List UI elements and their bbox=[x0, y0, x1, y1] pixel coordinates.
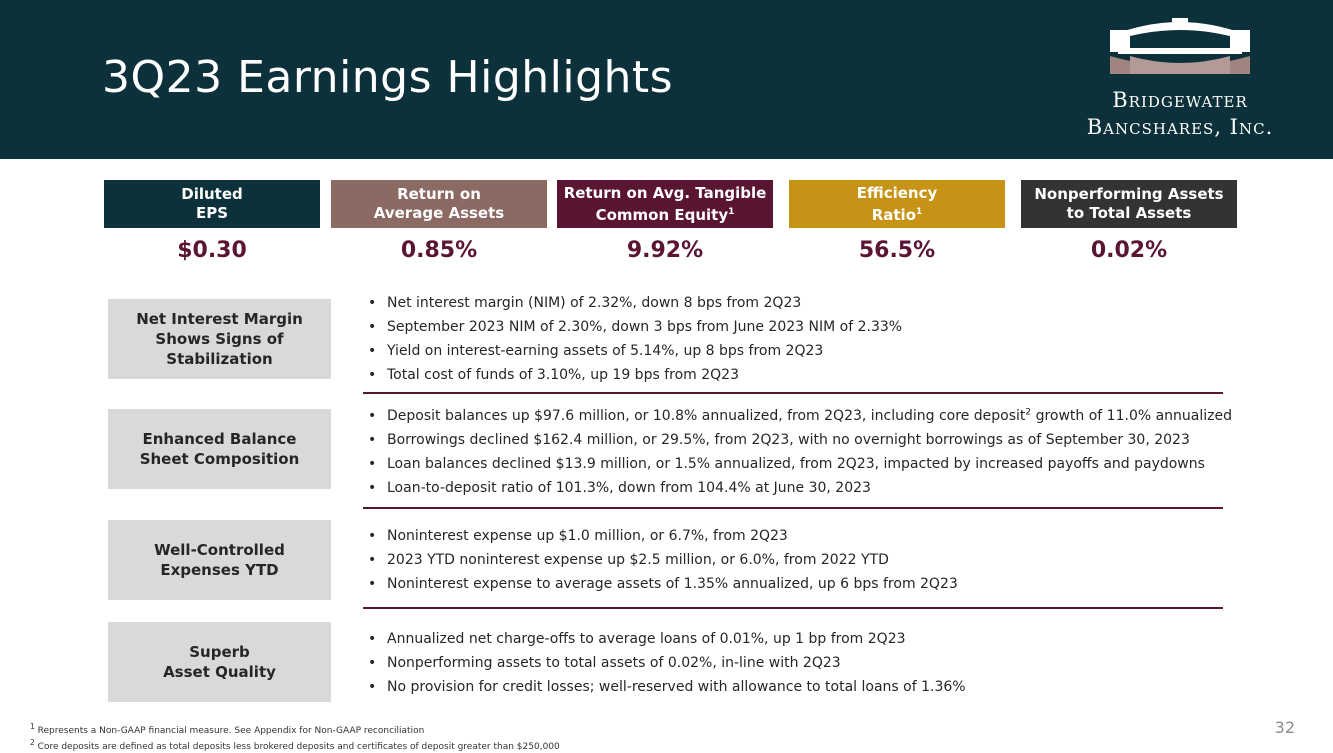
kpi-label-line: Common Equity bbox=[595, 205, 729, 224]
category-line: Enhanced Balance bbox=[142, 430, 297, 448]
list-item: 2023 YTD noninterest expense up $2.5 mil… bbox=[368, 548, 958, 572]
kpi-label-line: Return on Avg. Tangible bbox=[563, 183, 767, 202]
category-line: Shows Signs of bbox=[155, 330, 284, 348]
category-line: Stabilization bbox=[166, 350, 273, 368]
category-line: Asset Quality bbox=[163, 663, 276, 681]
list-item: Annualized net charge-offs to average lo… bbox=[368, 627, 966, 651]
category-line: Well-Controlled bbox=[154, 541, 285, 559]
kpi-label-line: Diluted bbox=[181, 185, 243, 203]
section-divider bbox=[363, 507, 1223, 509]
kpi-return-on-average-assets: Return on Average Assets 0.85% bbox=[331, 180, 547, 263]
list-item: Noninterest expense up $1.0 million, or … bbox=[368, 524, 958, 548]
category-line: Superb bbox=[189, 643, 250, 661]
list-item: Loan-to-deposit ratio of 101.3%, down fr… bbox=[368, 476, 1232, 500]
category-line: Sheet Composition bbox=[139, 450, 300, 468]
list-item: Loan balances declined $13.9 million, or… bbox=[368, 452, 1232, 476]
kpi-value: 9.92% bbox=[626, 238, 704, 263]
logo-name-line1: Bridgewater bbox=[1112, 88, 1248, 112]
kpi-value: 0.85% bbox=[400, 238, 478, 263]
footnote: 2 Core deposits are defined as total dep… bbox=[30, 738, 560, 752]
list-item: Deposit balances up $97.6 million, or 10… bbox=[368, 404, 1232, 428]
kpi-nonperforming-assets: Nonperforming Assets to Total Assets 0.02… bbox=[1021, 180, 1237, 263]
category-asset-quality: Superb Asset Quality bbox=[108, 622, 331, 702]
category-balance-sheet: Enhanced Balance Sheet Composition bbox=[108, 409, 331, 489]
section-divider bbox=[363, 392, 1223, 394]
list-item: Borrowings declined $162.4 million, or 2… bbox=[368, 428, 1232, 452]
bridge-logo-icon bbox=[1110, 18, 1250, 74]
page-title: 3Q23 Earnings Highlights bbox=[102, 52, 674, 103]
kpi-label-line: Average Assets bbox=[373, 204, 505, 222]
kpi-label-line: EPS bbox=[195, 204, 229, 222]
kpi-header: Return on Average Assets bbox=[331, 180, 547, 228]
kpi-header: Efficiency Ratio1 bbox=[789, 180, 1005, 228]
list-item: Yield on interest-earning assets of 5.14… bbox=[368, 339, 902, 363]
kpi-label-line: Nonperforming Assets bbox=[1034, 185, 1224, 203]
page-number: 32 bbox=[1274, 718, 1295, 737]
kpi-header: Nonperforming Assets to Total Assets bbox=[1021, 180, 1237, 228]
kpi-value: 0.02% bbox=[1090, 238, 1168, 263]
kpi-label-line: Ratio bbox=[871, 205, 917, 224]
category-line: Net Interest Margin bbox=[136, 310, 303, 328]
footnote-marker: 2 bbox=[1025, 407, 1032, 418]
list-item: September 2023 NIM of 2.30%, down 3 bps … bbox=[368, 315, 902, 339]
kpi-header: Return on Avg. Tangible Common Equity1 bbox=[557, 180, 773, 228]
bullet-list-asset-quality: Annualized net charge-offs to average lo… bbox=[368, 627, 966, 699]
list-item: Net interest margin (NIM) of 2.32%, down… bbox=[368, 291, 902, 315]
list-item: Noninterest expense to average assets of… bbox=[368, 572, 958, 596]
bullet-list-net-interest-margin: Net interest margin (NIM) of 2.32%, down… bbox=[368, 291, 902, 387]
bullet-list-expenses: Noninterest expense up $1.0 million, or … bbox=[368, 524, 958, 596]
list-item: Nonperforming assets to total assets of … bbox=[368, 651, 966, 675]
kpi-label-line: Return on bbox=[397, 185, 481, 203]
company-logo: Bridgewater Bancshares, Inc. bbox=[1060, 14, 1300, 154]
kpi-diluted-eps: Diluted EPS $0.30 bbox=[104, 180, 320, 263]
category-net-interest-margin: Net Interest Margin Shows Signs of Stabili… bbox=[108, 299, 331, 379]
kpi-value: 56.5% bbox=[858, 238, 936, 263]
kpi-return-on-tangible-equity: Return on Avg. Tangible Common Equity1 9.… bbox=[557, 180, 773, 263]
kpi-label-line: to Total Assets bbox=[1066, 204, 1192, 222]
kpi-value: $0.30 bbox=[177, 238, 247, 263]
section-divider bbox=[363, 607, 1223, 609]
footnotes: 1 Represents a Non-GAAP financial measur… bbox=[30, 721, 560, 753]
kpi-efficiency-ratio: Efficiency Ratio1 56.5% bbox=[789, 180, 1005, 263]
footnote: 1 Represents a Non-GAAP financial measur… bbox=[30, 722, 425, 736]
list-item: No provision for credit losses; well-res… bbox=[368, 675, 966, 699]
logo-name-line2: Bancshares, Inc. bbox=[1086, 115, 1274, 139]
category-line: Expenses YTD bbox=[160, 561, 279, 579]
kpi-header: Diluted EPS bbox=[104, 180, 320, 228]
footnote-marker: 1 bbox=[728, 206, 735, 217]
bullet-list-balance-sheet: Deposit balances up $97.6 million, or 10… bbox=[368, 404, 1232, 500]
footnote-marker: 1 bbox=[916, 206, 923, 217]
header-bar: 3Q23 Earnings Highlights Bridgewater Ban… bbox=[0, 0, 1333, 159]
list-item: Total cost of funds of 3.10%, up 19 bps … bbox=[368, 363, 902, 387]
kpi-label-line: Efficiency bbox=[856, 183, 938, 202]
category-expenses: Well-Controlled Expenses YTD bbox=[108, 520, 331, 600]
